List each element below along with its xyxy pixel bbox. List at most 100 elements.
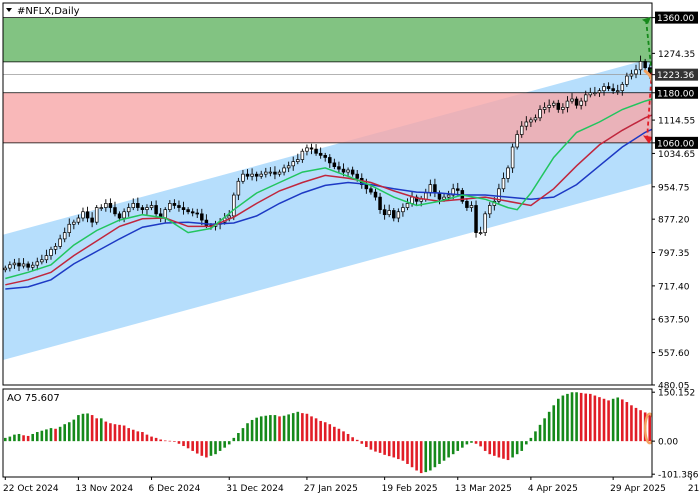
candle: [497, 183, 501, 204]
candle: [387, 204, 391, 218]
candle: [104, 199, 108, 212]
candle: [30, 261, 35, 272]
date-tick-label: 13 Mar 2025: [455, 484, 512, 494]
candle-body: [488, 205, 492, 215]
ao-bar: [72, 419, 76, 442]
ao-bar: [301, 413, 304, 442]
candle: [268, 167, 273, 177]
candle-body: [177, 205, 181, 208]
candle: [318, 147, 323, 159]
candle: [529, 117, 533, 127]
candle-body: [254, 173, 259, 177]
candle-body: [277, 171, 282, 175]
candle: [469, 201, 474, 212]
ao-bar: [287, 414, 290, 442]
forecast-up-arrow-line: [645, 19, 652, 73]
candle-body: [538, 109, 542, 119]
candle-body: [163, 209, 168, 219]
ao-bar: [547, 411, 551, 442]
candle: [44, 249, 49, 264]
candle-body: [625, 75, 629, 85]
candle-body: [122, 211, 126, 219]
ao-bar: [557, 398, 560, 442]
ao-bar: [355, 439, 359, 442]
candle: [519, 121, 524, 138]
ao-bar: [99, 418, 103, 442]
ao-bar: [502, 441, 505, 459]
ao-bar: [40, 430, 44, 442]
ao-bar: [465, 441, 469, 445]
ao-bar: [118, 424, 121, 442]
arrow-down-icon: [643, 135, 652, 144]
price-tick-label: 797.35: [658, 249, 690, 259]
candle-body: [401, 207, 405, 213]
symbol-dropdown[interactable]: #NFLX,Daily: [6, 6, 80, 17]
candle: [21, 258, 26, 269]
ao-bar: [214, 441, 217, 455]
candle: [3, 265, 8, 273]
ao-bar: [8, 436, 12, 442]
candle: [35, 257, 40, 271]
candle: [369, 186, 373, 195]
target-zone: [3, 17, 652, 62]
candle-body: [629, 73, 634, 77]
candle-body: [561, 107, 565, 110]
ao-bar: [241, 428, 245, 442]
candle: [579, 97, 583, 110]
candle-body: [44, 255, 49, 261]
candle: [273, 166, 277, 180]
ao-bar: [584, 393, 588, 442]
candle-body: [497, 188, 501, 202]
price-tick-label: 557.60: [658, 349, 690, 359]
ao-bar: [323, 422, 327, 442]
ao-bar: [543, 418, 546, 442]
candle: [510, 143, 515, 173]
candle: [241, 169, 245, 184]
candle-body: [154, 205, 158, 215]
candle: [126, 203, 131, 217]
ao-indicator-label: AO 75.607: [7, 393, 60, 404]
ao-bar: [648, 415, 652, 442]
candle-body: [341, 168, 346, 173]
ao-bar: [291, 413, 295, 442]
price-level-label: 1360.00: [657, 14, 694, 24]
candle: [524, 116, 529, 131]
current-price-label: 1223.36: [657, 71, 694, 81]
ao-bar: [387, 441, 391, 457]
candle-body: [542, 107, 547, 110]
candle-body: [474, 205, 478, 233]
candle-body: [446, 194, 451, 198]
candle-body: [241, 173, 245, 182]
candle: [405, 198, 410, 211]
candle-body: [355, 173, 359, 179]
ao-bar: [200, 441, 204, 456]
ao-bar: [250, 419, 254, 442]
ao-bar: [264, 415, 268, 442]
ao-bar: [3, 437, 7, 442]
alligator-teeth-line: [5, 114, 652, 286]
candle: [561, 103, 565, 114]
candle-body: [643, 61, 647, 69]
ao-bar: [195, 441, 199, 454]
ao-bar: [337, 428, 341, 442]
candle: [382, 204, 387, 220]
candle-body: [469, 205, 474, 208]
candle-body: [606, 86, 611, 89]
price-level-box: [655, 86, 698, 99]
ao-bar: [397, 441, 400, 460]
candle-body: [227, 215, 231, 219]
ao-bar: [310, 416, 313, 442]
ao-bar: [479, 441, 482, 447]
candle-body: [533, 117, 538, 121]
candle-body: [145, 207, 149, 211]
candle-body: [410, 196, 414, 204]
candle-body: [94, 207, 99, 223]
date-tick-label: 21 May 2025: [688, 484, 700, 494]
candle-body: [104, 203, 108, 208]
candle: [478, 226, 483, 236]
candle-body: [236, 180, 241, 196]
date-tick-label: 27 Jan 2025: [304, 484, 358, 494]
candle-body: [296, 159, 300, 162]
